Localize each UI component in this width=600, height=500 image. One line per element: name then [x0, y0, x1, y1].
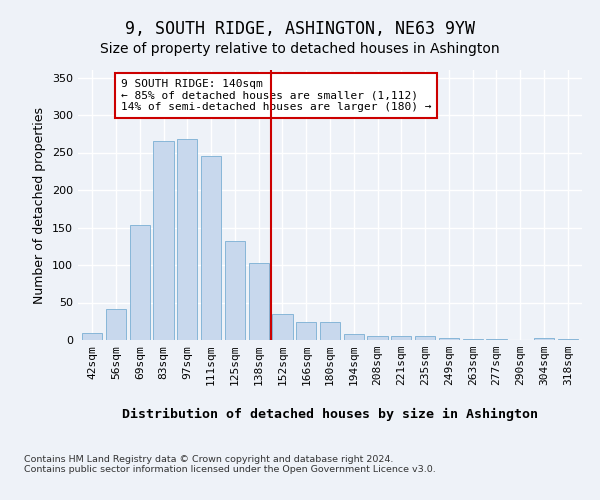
- Bar: [463, 338, 483, 340]
- Bar: [534, 338, 554, 340]
- Text: Size of property relative to detached houses in Ashington: Size of property relative to detached ho…: [100, 42, 500, 56]
- Bar: [487, 338, 506, 340]
- Bar: [272, 314, 293, 340]
- Bar: [391, 336, 412, 340]
- Text: Distribution of detached houses by size in Ashington: Distribution of detached houses by size …: [122, 408, 538, 420]
- Bar: [320, 322, 340, 340]
- Bar: [177, 139, 197, 340]
- Y-axis label: Number of detached properties: Number of detached properties: [34, 106, 46, 304]
- Bar: [439, 338, 459, 340]
- Text: 9 SOUTH RIDGE: 140sqm
← 85% of detached houses are smaller (1,112)
14% of semi-d: 9 SOUTH RIDGE: 140sqm ← 85% of detached …: [121, 79, 431, 112]
- Text: 9, SOUTH RIDGE, ASHINGTON, NE63 9YW: 9, SOUTH RIDGE, ASHINGTON, NE63 9YW: [125, 20, 475, 38]
- Bar: [201, 156, 221, 340]
- Bar: [130, 225, 150, 340]
- Bar: [225, 241, 245, 340]
- Text: Contains HM Land Registry data © Crown copyright and database right 2024.
Contai: Contains HM Land Registry data © Crown c…: [24, 455, 436, 474]
- Bar: [82, 332, 103, 340]
- Bar: [344, 334, 364, 340]
- Bar: [296, 322, 316, 340]
- Bar: [367, 336, 388, 340]
- Bar: [557, 338, 578, 340]
- Bar: [248, 263, 269, 340]
- Bar: [415, 336, 435, 340]
- Bar: [154, 141, 173, 340]
- Bar: [106, 309, 126, 340]
